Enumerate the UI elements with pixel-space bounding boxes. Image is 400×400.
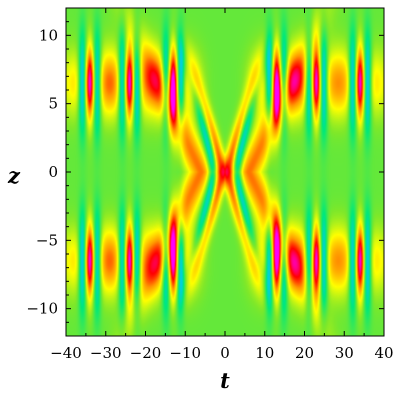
y-tick-label: −5 [36, 231, 58, 249]
x-tick-label: −40 [50, 344, 82, 362]
y-tick-label: 5 [48, 95, 58, 113]
y-axis-title: z [7, 163, 21, 188]
plot-frame [65, 7, 385, 337]
x-tick-label: −20 [130, 344, 162, 362]
x-axis-title: t [220, 368, 230, 393]
x-tick-label: 10 [255, 344, 274, 362]
y-tick-label: 0 [48, 163, 58, 181]
x-tick-label: −10 [169, 344, 201, 362]
x-tick-label: −30 [90, 344, 122, 362]
y-tick-label: 10 [39, 26, 58, 44]
x-tick-label: 40 [374, 344, 393, 362]
heatmap-plot-area [66, 8, 384, 336]
x-tick-label: 30 [335, 344, 354, 362]
x-tick-label: 20 [295, 344, 314, 362]
y-tick-label: −10 [26, 300, 58, 318]
x-tick-label: 0 [220, 344, 230, 362]
